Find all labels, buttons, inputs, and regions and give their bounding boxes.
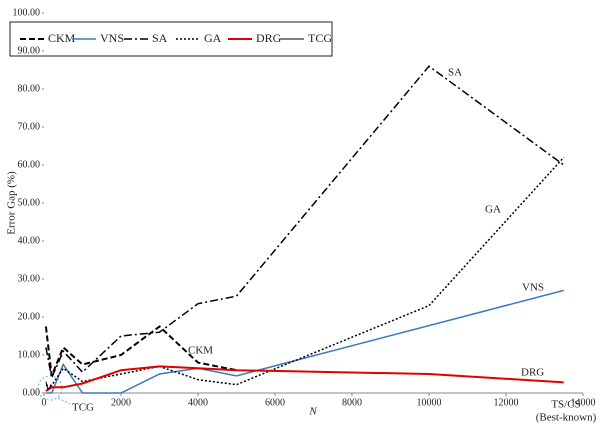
series-line [45, 65, 565, 381]
y-axis-label: Error Gap (%) [6, 171, 18, 235]
x-tick-label: 8000 [342, 397, 362, 408]
y-tick-label: 10.00 [18, 349, 41, 360]
annotation: TCG [72, 402, 94, 414]
legend-label: VNS [100, 31, 124, 45]
x-tick-label: 12000 [494, 397, 519, 408]
annotation: VNS [522, 282, 544, 294]
series-line [44, 325, 237, 377]
y-tick-label: 50.00 [18, 197, 41, 208]
legend-label: TCG [308, 31, 332, 45]
y-tick-label: 80.00 [18, 83, 41, 94]
y-tick-label: 0.00 [23, 387, 41, 398]
x-tick-label: 0 [42, 397, 47, 408]
legend: CKM VNS SA GA DRG TCG [9, 21, 333, 57]
x-axis-label: N [308, 406, 317, 418]
y-tick-label: 30.00 [18, 273, 41, 284]
y-tick-label: 70.00 [18, 121, 41, 132]
x-tick-label: 2000 [111, 397, 131, 408]
y-tick-label: 20.00 [18, 311, 41, 322]
x-tick-label: 10000 [417, 397, 442, 408]
pointer [57, 397, 71, 405]
x-tick-label: 14000 [571, 397, 596, 408]
y-tick-label: 100.00 [13, 7, 41, 18]
y-tick-label: 60.00 [18, 159, 41, 170]
y-tick-label: 40.00 [18, 235, 41, 246]
annotation: CKM [188, 345, 213, 357]
legend-label: SA [152, 31, 168, 45]
legend-label: DRG [256, 31, 282, 45]
annotation: DRG [521, 367, 544, 379]
annotation: GA [485, 204, 501, 216]
legend-box [9, 21, 333, 57]
annotation: TS/CS [551, 399, 580, 411]
series-line [45, 365, 564, 392]
x-tick-label: 4000 [188, 397, 208, 408]
annotation: SA [448, 67, 462, 79]
series-line [45, 289, 564, 394]
y-tick-label: 90.00 [18, 45, 41, 56]
x-tick-label: 6000 [265, 397, 285, 408]
legend-label: CKM [48, 31, 76, 45]
series-line [45, 156, 565, 387]
legend-label: GA [204, 31, 222, 45]
series-line [45, 381, 53, 391]
annotation: (Best-known) [536, 412, 597, 424]
